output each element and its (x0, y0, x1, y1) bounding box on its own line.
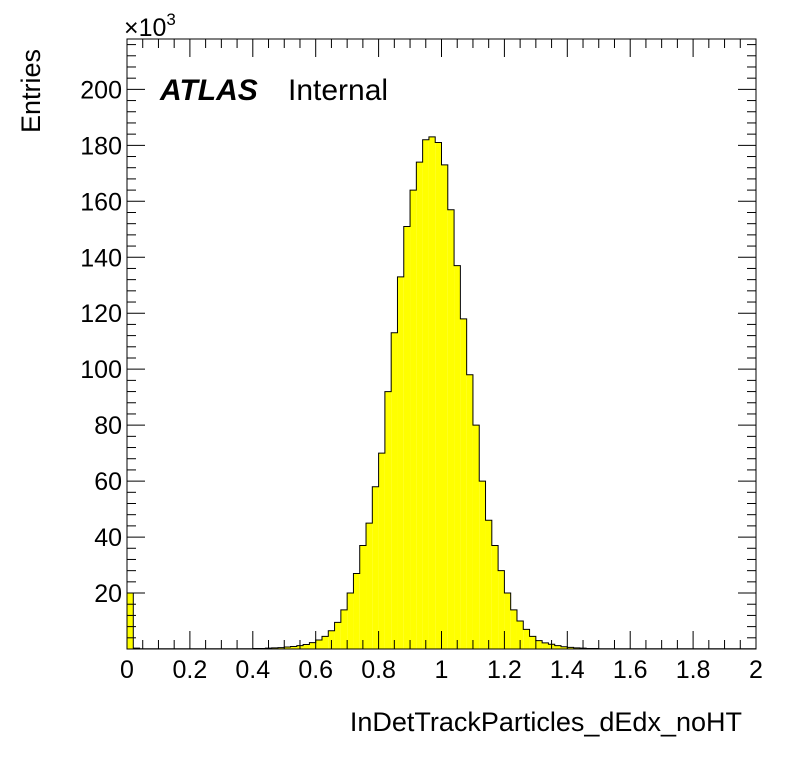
x-tick-label: 1.2 (487, 656, 522, 684)
histogram-bin (523, 629, 530, 649)
y-tick-label: 140 (80, 244, 122, 272)
histogram-bin (573, 647, 580, 649)
histogram-bin (460, 318, 467, 649)
histogram-bin (347, 593, 354, 649)
y-tick-label: 100 (80, 356, 122, 384)
histogram-bin (334, 622, 341, 649)
x-tick-label: 0 (120, 656, 134, 684)
y-tick-label: 40 (94, 524, 122, 552)
histogram-bin (498, 570, 505, 649)
histogram-bars (126, 136, 757, 650)
y-tick-labels: 20 40 60 80 100 120 140 160 180 200 (80, 76, 122, 608)
histogram-bin (454, 265, 461, 649)
x-tick-label: 0.2 (173, 656, 208, 684)
histogram-bin (384, 391, 392, 649)
x-tick-labels: 0 0.2 0.4 0.6 0.8 1 1.2 1.4 1.6 1.8 2 (120, 656, 763, 684)
x-tick-label: 1.8 (676, 656, 711, 684)
histogram-bin (561, 646, 568, 649)
y-tick-label: 60 (94, 468, 122, 496)
histogram-bin (378, 453, 385, 649)
histogram-bin (516, 621, 524, 649)
histogram-bin (277, 647, 285, 649)
x-tick-label: 0.8 (361, 656, 396, 684)
histogram-bin (353, 573, 360, 649)
plot-frame (126, 38, 757, 650)
histogram-bin (127, 593, 134, 649)
histogram-bin (542, 642, 549, 649)
y-tick-label: 180 (80, 132, 122, 160)
x-tick-label: 0.6 (298, 656, 333, 684)
histogram-bin (447, 209, 455, 649)
histogram-bin (554, 645, 562, 649)
histogram-bin (435, 142, 442, 649)
histogram-bin (315, 640, 322, 649)
histogram-bin (359, 545, 367, 649)
x-tick-label: 0.4 (235, 656, 270, 684)
y-axis-title: Entries (16, 49, 46, 133)
histogram-bin (403, 226, 411, 650)
histogram-bin (504, 593, 511, 649)
histogram-bin (479, 481, 486, 649)
histogram-bin (309, 642, 316, 649)
histogram-bin (441, 164, 448, 650)
atlas-label: ATLAS (159, 74, 258, 107)
y-tick-label: 200 (80, 76, 122, 104)
histogram-bin (510, 609, 517, 649)
histogram-bin (366, 523, 373, 649)
x-tick-label: 2 (749, 656, 763, 684)
histogram-bin (391, 332, 398, 649)
histogram-bin (416, 162, 423, 649)
histogram-bin (397, 276, 404, 649)
internal-label: Internal (288, 74, 388, 107)
y-tick-label: 120 (80, 300, 122, 328)
histogram-bin (372, 486, 379, 649)
x-tick-label: 1.4 (550, 656, 585, 684)
histogram-bin (567, 647, 574, 649)
y-axis-multiplier-base: ×10 (124, 14, 166, 42)
histogram-bin (410, 190, 417, 649)
histogram-bin (535, 640, 543, 649)
histogram-bin (271, 647, 278, 649)
histogram-bin (466, 374, 473, 649)
y-tick-label: 160 (80, 188, 122, 216)
histogram-bin (340, 609, 348, 649)
histogram-bin (422, 139, 429, 649)
x-tick-label: 1 (435, 656, 449, 684)
x-tick-label: 1.6 (613, 656, 648, 684)
x-axis-title: InDetTrackParticles_dEdx_noHT (350, 707, 742, 737)
y-tick-label: 80 (94, 412, 122, 440)
histogram-bin (485, 520, 492, 649)
histogram-bin (303, 644, 310, 649)
y-axis-multiplier: ×103 (124, 10, 176, 42)
histogram-bin (529, 636, 536, 649)
y-axis-multiplier-exponent: 3 (166, 10, 175, 29)
histogram-bin (472, 425, 480, 649)
histogram-bin (321, 636, 329, 649)
histogram-bin (290, 646, 297, 649)
y-tick-label: 20 (94, 580, 122, 608)
histogram-bin (328, 630, 335, 649)
histogram-bin (428, 136, 436, 649)
histogram-bin (284, 647, 291, 649)
histogram-bin (491, 545, 499, 649)
